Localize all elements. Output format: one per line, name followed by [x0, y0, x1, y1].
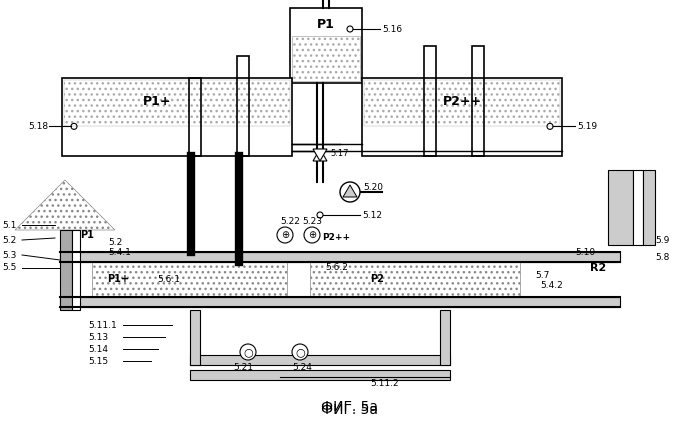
Bar: [190, 310, 200, 365]
Text: 5.5: 5.5: [2, 263, 16, 273]
Text: P1+: P1+: [107, 274, 129, 284]
Circle shape: [292, 344, 308, 360]
Text: P2++: P2++: [442, 95, 482, 108]
Bar: [472, 46, 484, 156]
Text: 5.9: 5.9: [655, 235, 669, 244]
Text: ⊕: ⊕: [281, 230, 289, 240]
Text: 5.6.2: 5.6.2: [325, 262, 348, 271]
Text: 5.17: 5.17: [330, 149, 349, 157]
Bar: [633, 170, 643, 245]
Text: ⊕: ⊕: [308, 230, 316, 240]
Bar: [62, 78, 292, 156]
Polygon shape: [313, 149, 327, 161]
Bar: [60, 297, 620, 307]
Text: P1+: P1+: [143, 95, 172, 108]
Text: P2++: P2++: [322, 233, 350, 241]
Text: P1: P1: [317, 18, 335, 31]
Circle shape: [340, 182, 360, 202]
Text: 5.16: 5.16: [382, 24, 402, 33]
Bar: [362, 78, 562, 156]
Text: 5.3: 5.3: [2, 251, 16, 260]
Text: R2: R2: [590, 263, 606, 273]
Circle shape: [240, 344, 256, 360]
Bar: [440, 310, 450, 365]
Text: 5.4.1: 5.4.1: [108, 247, 131, 257]
Text: 5.10: 5.10: [575, 247, 595, 257]
Circle shape: [277, 227, 293, 243]
Text: 5.12: 5.12: [362, 211, 382, 219]
Text: 5.21: 5.21: [233, 363, 253, 373]
Text: 5.11.1: 5.11.1: [88, 320, 117, 330]
Bar: [64, 80, 290, 126]
Text: 5.2: 5.2: [2, 235, 16, 244]
Text: 5.22: 5.22: [280, 216, 300, 225]
Bar: [237, 56, 249, 156]
Text: 5.4.2: 5.4.2: [540, 281, 563, 289]
Bar: [92, 262, 287, 297]
Bar: [60, 252, 620, 262]
Bar: [72, 230, 80, 310]
Text: P1: P1: [80, 230, 94, 240]
Text: 5.23: 5.23: [302, 216, 322, 225]
Bar: [189, 78, 201, 156]
Text: 5.8: 5.8: [655, 254, 669, 262]
Circle shape: [304, 227, 320, 243]
Bar: [60, 230, 72, 310]
Text: 5.13: 5.13: [88, 333, 108, 341]
Text: 5.6.1: 5.6.1: [157, 275, 180, 284]
Text: 5.14: 5.14: [88, 344, 108, 354]
Bar: [643, 170, 655, 245]
Text: ○: ○: [243, 347, 253, 357]
Text: P2: P2: [370, 274, 384, 284]
Text: 5.11.2: 5.11.2: [370, 379, 398, 387]
Text: 5.15: 5.15: [88, 357, 108, 365]
Text: ФИГ. 5а: ФИГ. 5а: [321, 403, 379, 417]
Text: 5.1: 5.1: [2, 221, 16, 230]
Polygon shape: [313, 149, 327, 161]
Bar: [190, 355, 450, 365]
Polygon shape: [343, 185, 357, 197]
Text: 5.7: 5.7: [535, 271, 550, 279]
Bar: [424, 46, 436, 156]
Bar: [190, 370, 450, 380]
Bar: [290, 8, 362, 83]
Text: 5.19: 5.19: [577, 122, 597, 131]
Bar: [364, 80, 560, 126]
Text: 5.18: 5.18: [28, 122, 48, 131]
Text: ○: ○: [295, 347, 305, 357]
Text: 5.20: 5.20: [363, 182, 383, 192]
Bar: [608, 170, 633, 245]
Text: ФИГ. 5а: ФИГ. 5а: [321, 400, 379, 414]
Text: 5.24: 5.24: [292, 363, 312, 373]
Bar: [310, 262, 520, 297]
Text: 5.2: 5.2: [108, 238, 122, 246]
Bar: [292, 36, 360, 81]
